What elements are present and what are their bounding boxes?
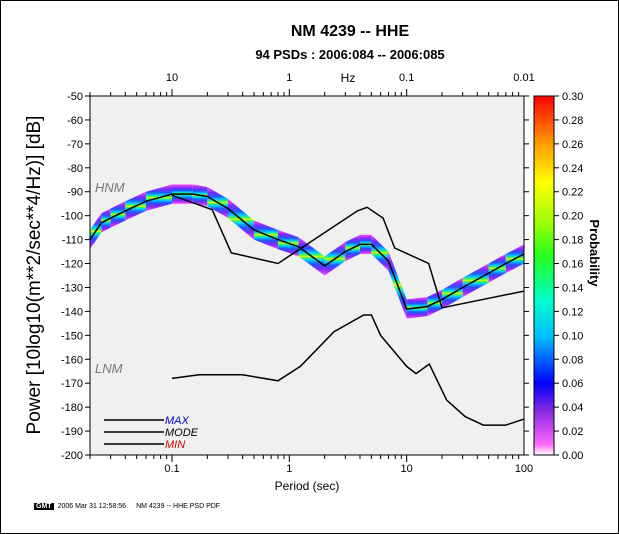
colorbar-tick-label: 0.22 — [562, 187, 583, 199]
gmt-logo: GMT — [34, 503, 54, 510]
y-tick-label: -70 — [67, 139, 83, 151]
top-tick-label: 0.01 — [513, 72, 534, 84]
footer-timestamp: 2006 Mar 31 12:58:56 — [57, 503, 127, 510]
colorbar-tick-label: 0.02 — [562, 426, 583, 438]
colorbar-ticks: 0.00 0.02 0.04 0.06 0.08 0.10 0.12 0.14 0.16 0.18… — [554, 91, 583, 462]
y-tick-label: -170 — [61, 378, 83, 390]
colorbar — [533, 95, 555, 456]
chart-title: NM 4239 -- HHE — [291, 23, 410, 40]
legend-max-label: MAX — [165, 415, 190, 427]
colorbar-tick-label: 0.30 — [562, 91, 583, 103]
colorbar-label: Probability — [587, 219, 602, 287]
hnm-line — [171, 194, 525, 309]
x-tick-label: 10 — [401, 463, 413, 475]
chart-subtitle: 94 PSDs : 2006:084 -- 2006:085 — [255, 47, 444, 62]
top-tick-label: 10 — [166, 72, 178, 84]
colorbar-tick-label: 0.28 — [562, 115, 583, 127]
noise-model-lines — [89, 193, 525, 426]
y-tick-label: -100 — [61, 211, 83, 223]
legend-min-label: MIN — [165, 439, 185, 451]
y-tick-label: -190 — [61, 426, 83, 438]
y-tick-label: -200 — [61, 450, 83, 462]
colorbar-tick-label: 0.24 — [562, 163, 583, 175]
lnm-annotation: LNM — [95, 361, 123, 376]
colorbar-tick-label: 0.26 — [562, 139, 583, 151]
colorbar-tick-label: 0.14 — [562, 282, 583, 294]
colorbar-tick-label: 0.06 — [562, 378, 583, 390]
top-tick-label: 0.1 — [399, 72, 414, 84]
y-tick-label: -160 — [61, 354, 83, 366]
axis-ticks: -50 -60 -70 -80 -90 -100 -110 -120 -130 -140 -150 -… — [61, 72, 535, 475]
colorbar-tick-label: 0.04 — [562, 402, 583, 414]
legend: MAX MODE MIN — [104, 415, 199, 451]
mode-line — [89, 193, 525, 310]
top-axis-label: Hz — [341, 71, 356, 85]
footer: GMT 2006 Mar 31 12:58:56 NM 4239 -- HHE PS… — [34, 503, 230, 510]
y-tick-label: -180 — [61, 402, 83, 414]
colorbar-tick-label: 0.08 — [562, 354, 583, 366]
colorbar-tick-label: 0.00 — [562, 450, 583, 462]
plot-background — [90, 96, 524, 455]
pdf-density-band — [90, 184, 524, 319]
y-tick-label: -150 — [61, 330, 83, 342]
y-tick-label: -90 — [67, 187, 83, 199]
y-tick-label: -110 — [62, 235, 83, 247]
footer-caption: NM 4239 -- HHE PSD PDF — [136, 503, 221, 510]
lnm-line — [171, 314, 525, 426]
y-tick-label: -130 — [61, 282, 83, 294]
y-axis-label: Power [10log10(m**2/sec**4/Hz)] [dB] — [24, 116, 45, 435]
y-tick-label: -80 — [67, 163, 83, 175]
plot-border — [89, 95, 525, 456]
y-tick-label: -50 — [67, 91, 83, 103]
x-tick-label: 1 — [286, 463, 292, 475]
hnm-annotation: HNM — [95, 180, 125, 195]
y-tick-label: -140 — [61, 306, 83, 318]
y-tick-label: -60 — [67, 115, 83, 127]
colorbar-tick-label: 0.16 — [562, 259, 583, 271]
legend-mode-label: MODE — [165, 427, 199, 439]
top-tick-label: 1 — [286, 72, 292, 84]
y-tick-label: -120 — [61, 259, 83, 271]
x-axis-label: Period (sec) — [275, 479, 340, 493]
x-tick-label: 100 — [515, 463, 533, 475]
x-tick-label: 0.1 — [164, 463, 179, 475]
colorbar-tick-label: 0.12 — [562, 306, 583, 318]
colorbar-tick-label: 0.20 — [562, 211, 583, 223]
colorbar-tick-label: 0.10 — [562, 330, 583, 342]
colorbar-tick-label: 0.18 — [562, 235, 583, 247]
